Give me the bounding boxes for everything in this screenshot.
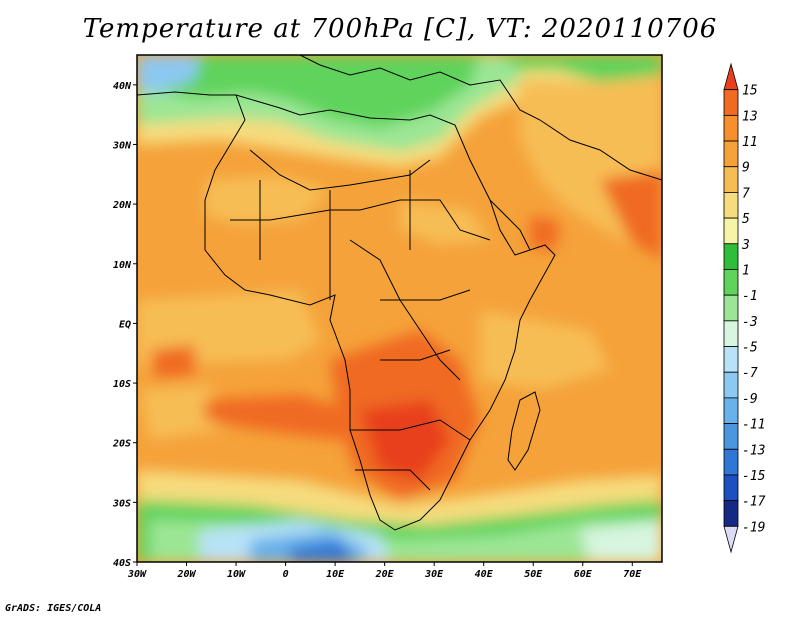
x-tick-label: 20W (176, 569, 196, 580)
map-frame (136, 54, 663, 563)
colorbar-label: -17 (742, 495, 766, 510)
colorbar-label: 7 (742, 186, 750, 201)
temperature-field (137, 55, 662, 562)
colorbar-label: -3 (742, 315, 758, 330)
y-tick-label: 10N (113, 260, 132, 271)
x-tick-label: 50E (524, 569, 543, 580)
colorbar-label: -19 (742, 520, 765, 535)
colorbar-label: -13 (742, 443, 765, 458)
colorbar-swatch (723, 294, 739, 322)
y-tick-label: 40S (113, 558, 131, 569)
colorbar-swatch (723, 500, 739, 527)
x-tick-label: 70E (623, 569, 642, 580)
y-tick-label: 20N (112, 200, 132, 211)
x-tick-label: 30E (424, 569, 444, 580)
colorbar-swatch (723, 192, 739, 219)
chart-title: Temperature at 700hPa [C], VT: 202011070… (82, 14, 718, 44)
colorbar-swatch (723, 140, 739, 168)
x-tick-label: 60E (574, 569, 593, 580)
colorbar-label: 13 (742, 109, 758, 124)
colorbar-swatch (723, 448, 739, 476)
colorbar-label: -1 (742, 289, 758, 304)
x-tick-label: 40E (475, 569, 494, 580)
y-tick-label: 20S (112, 439, 131, 450)
colorbar-swatch (723, 89, 739, 116)
grads-credit: GrADS: IGES/COLA (5, 603, 102, 614)
colorbar-swatch (723, 423, 739, 450)
colorbar-label: 1 (742, 263, 750, 278)
colorbar-swatch (723, 243, 739, 270)
colorbar-label: -7 (742, 366, 758, 381)
colorbar-swatch (723, 217, 739, 245)
colorbar-swatch (723, 346, 739, 373)
colorbar-label: 15 (742, 84, 758, 99)
colorbar: 15 13 11 9 7 5 3 1 -1 -3 -5 -7 -9 -11 -13 -15 -17 -19 (723, 62, 766, 554)
y-tick-label: 30N (112, 140, 132, 151)
colorbar-label: -9 (742, 392, 758, 407)
y-axis-ticks: 40N 30N 20N 10N EQ 10S 20S 30S 40S (112, 81, 137, 569)
x-axis-ticks: 30W 20W 10W 0 10E 20E 30E 40E 50E 60E 70E (127, 562, 642, 580)
colorbar-swatch (723, 269, 739, 296)
colorbar-label: 9 (742, 161, 750, 176)
x-tick-label: 10E (326, 569, 345, 580)
colorbar-label: -11 (742, 418, 765, 433)
colorbar-swatch (723, 114, 739, 142)
colorbar-swatch (723, 62, 739, 91)
colorbar-swatch (723, 320, 739, 347)
colorbar-label: 3 (741, 238, 750, 253)
colorbar-label: 5 (742, 212, 750, 227)
x-tick-label: 30W (127, 569, 147, 580)
coastlines (137, 55, 662, 531)
colorbar-swatch (723, 166, 739, 193)
colorbar-label: 11 (742, 135, 758, 150)
y-tick-label: 30S (112, 498, 131, 509)
colorbar-swatch (723, 525, 739, 554)
y-tick-label: 10S (113, 379, 131, 390)
y-tick-label: EQ (119, 319, 131, 330)
colorbar-swatch (723, 371, 739, 399)
x-tick-label: 0 (283, 569, 289, 580)
colorbar-swatch (723, 397, 739, 424)
colorbar-swatch (723, 474, 739, 502)
x-tick-label: 10W (227, 569, 246, 580)
x-tick-label: 20E (375, 569, 395, 580)
colorbar-label: -5 (742, 341, 758, 356)
y-tick-label: 40N (113, 81, 132, 92)
colorbar-label: -15 (742, 469, 766, 484)
